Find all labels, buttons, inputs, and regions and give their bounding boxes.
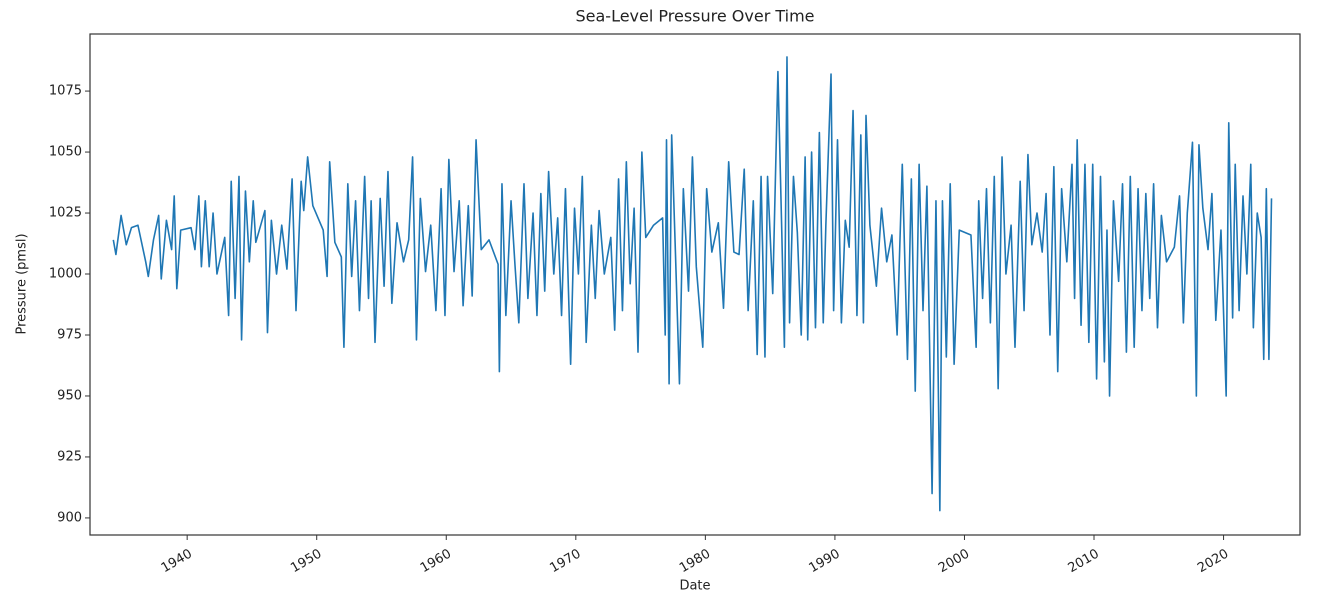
x-tick-label: 1940 [159, 547, 195, 577]
x-tick-label: 1980 [677, 547, 713, 577]
chart-title: Sea-Level Pressure Over Time [575, 7, 814, 26]
x-tick-label: 1990 [807, 547, 843, 577]
y-axis-label: Pressure (pmsl) [15, 233, 30, 334]
y-tick-label: 925 [57, 449, 82, 464]
x-tick-label: 1950 [288, 547, 324, 577]
y-tick-label: 1025 [49, 206, 82, 221]
y-tick-label: 950 [57, 388, 82, 403]
y-tick-label: 1000 [49, 267, 82, 282]
x-tick-label: 1960 [418, 547, 454, 577]
x-tick-label: 2010 [1066, 547, 1102, 577]
plot-frame [89, 33, 1301, 536]
y-tick-label: 1050 [49, 145, 82, 160]
y-tick-label: 975 [57, 327, 82, 342]
x-axis-label: Date [679, 579, 710, 594]
x-tick-label: 1970 [547, 547, 583, 577]
y-tick-label: 900 [57, 510, 82, 525]
x-tick-label: 2020 [1195, 547, 1231, 577]
y-tick-label: 1075 [49, 84, 82, 99]
data-line [112, 56, 1273, 512]
x-tick-label: 2000 [936, 547, 972, 577]
